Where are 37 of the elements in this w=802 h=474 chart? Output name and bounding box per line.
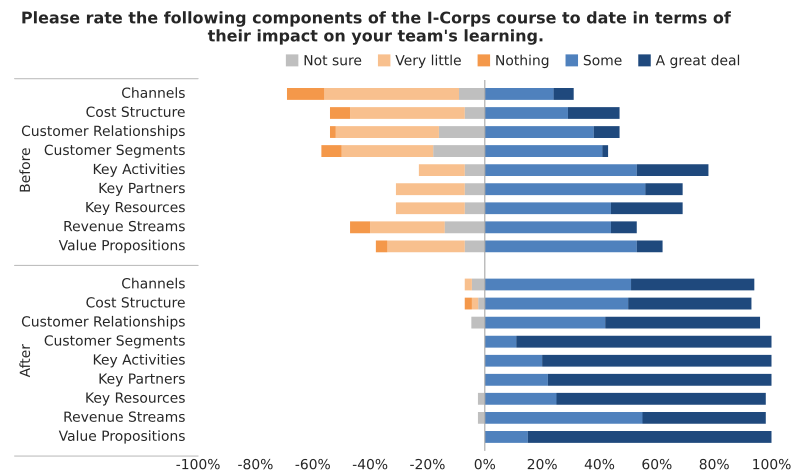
y-tick-label: Customer Segments bbox=[44, 335, 185, 348]
y-tick-label: Value Propositions bbox=[58, 240, 185, 254]
y-tick-label: Channels bbox=[122, 87, 185, 98]
legend-label: A great deal bbox=[656, 54, 740, 68]
legend-label: Some bbox=[584, 54, 622, 66]
y-tick-label: Key Resources bbox=[86, 202, 185, 215]
x-tick-label: 80% bbox=[700, 458, 729, 470]
y-tick-label: Key Partners bbox=[100, 182, 185, 196]
x-tick-label: 60% bbox=[642, 458, 672, 470]
y-tick-label: Cost Structure bbox=[86, 106, 185, 118]
y-tick-label: Cost Structure bbox=[86, 297, 185, 308]
y-tick-label: Value Propositions bbox=[58, 430, 185, 444]
y-tick-label: Customer Segments bbox=[44, 144, 185, 158]
y-tick-label: Customer Relationships bbox=[22, 316, 185, 330]
text: Before bbox=[19, 148, 30, 192]
y-tick-label: Customer Relationships bbox=[22, 125, 185, 139]
x-tick-label: -40% bbox=[352, 458, 388, 470]
x-tick-label: 100% bbox=[753, 458, 791, 470]
x-tick-label: 40% bbox=[584, 458, 614, 470]
y-tick-label: Key Partners bbox=[100, 373, 185, 387]
x-tick-label: -100% bbox=[176, 458, 220, 470]
legend-label: Not sure bbox=[304, 55, 362, 66]
legend-label: Nothing bbox=[496, 54, 548, 68]
text: After bbox=[19, 344, 30, 378]
x-tick-label: -60% bbox=[296, 458, 330, 470]
x-tick-label: -20% bbox=[410, 458, 445, 470]
chart-title: Please rate the following components of the I-Corps course to date in terms of their impact on your team's learning. bbox=[22, 11, 731, 45]
y-tick-label: Key Activities bbox=[94, 163, 185, 177]
y-tick-label: Key Resources bbox=[86, 392, 185, 406]
y-tick-label: Revenue Streams bbox=[64, 220, 185, 232]
legend-label: Very little bbox=[395, 54, 461, 68]
x-tick-label: 20% bbox=[528, 458, 557, 470]
x-tick-label: 0% bbox=[474, 458, 496, 470]
x-tick-label: -80% bbox=[238, 458, 273, 470]
y-tick-label: Channels bbox=[122, 278, 185, 289]
y-tick-label: Revenue Streams bbox=[64, 411, 185, 422]
y-tick-label: Key Activities bbox=[94, 354, 185, 368]
